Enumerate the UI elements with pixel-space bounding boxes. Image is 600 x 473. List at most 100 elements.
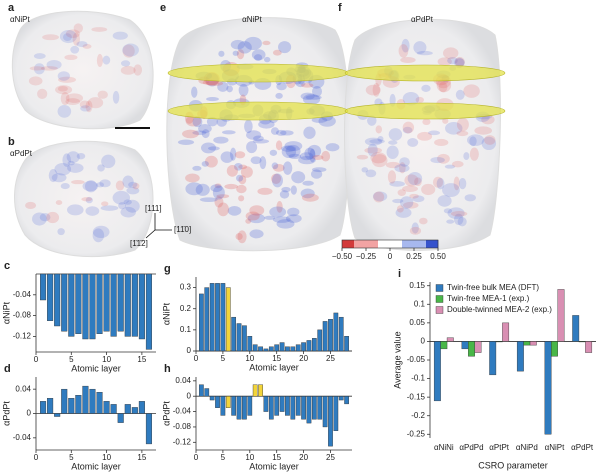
blob <box>92 228 105 243</box>
blob <box>364 137 383 146</box>
blob <box>234 151 246 159</box>
colorbar-cell <box>370 240 375 248</box>
blob <box>311 117 328 123</box>
x-tick-label: αPtPt <box>489 443 510 452</box>
blob <box>305 95 322 100</box>
bar <box>516 341 524 372</box>
bar <box>268 396 274 420</box>
bar <box>61 388 68 414</box>
bar <box>328 396 333 447</box>
blob <box>195 183 210 196</box>
blob <box>271 173 282 184</box>
bar <box>301 396 306 420</box>
blob <box>55 85 73 95</box>
blob <box>258 120 275 129</box>
blob <box>444 164 456 169</box>
colorbar-cell <box>406 240 411 248</box>
bar <box>279 396 285 412</box>
bar <box>263 396 269 412</box>
bar <box>138 401 145 414</box>
panel-letter: d <box>4 363 11 375</box>
colorbar-cell <box>390 240 395 248</box>
blob <box>67 163 84 173</box>
blob <box>467 134 485 146</box>
blob <box>185 173 200 183</box>
bar <box>89 273 96 340</box>
blob <box>132 182 140 190</box>
blob <box>238 164 248 170</box>
blob <box>245 211 260 221</box>
blob <box>280 130 294 136</box>
colorbar-tick-label: −0.25 <box>356 252 377 261</box>
bar <box>110 404 117 414</box>
blob <box>275 140 283 151</box>
blob <box>264 215 276 220</box>
y-axis-label: Average value <box>392 331 402 388</box>
blob <box>399 157 410 167</box>
blob <box>254 54 263 61</box>
blob <box>447 207 465 219</box>
blob <box>325 143 340 152</box>
twin-plane <box>344 102 506 120</box>
blob <box>60 91 70 106</box>
blob <box>398 44 409 58</box>
bar <box>54 273 61 327</box>
particle-b <box>14 140 154 258</box>
direction-label: [1̄1̄2] <box>130 239 148 248</box>
x-axis-label: Atomic layer <box>71 461 121 471</box>
blob <box>92 225 110 239</box>
bar <box>311 338 317 352</box>
blob <box>386 145 399 159</box>
x-axis-label: Atomic layer <box>249 461 299 471</box>
bar <box>285 396 290 416</box>
panel-letter: a <box>8 2 15 14</box>
y-tick-label: 0.1 <box>414 299 426 308</box>
blob <box>84 180 97 193</box>
blob <box>276 82 287 91</box>
bar <box>220 283 226 352</box>
blob <box>387 170 397 184</box>
blob <box>73 23 83 33</box>
colorbar-cell <box>394 240 399 248</box>
blob <box>67 204 84 216</box>
blob <box>285 144 301 158</box>
blob <box>112 31 128 40</box>
blob <box>404 174 419 187</box>
blob <box>251 49 266 61</box>
blob <box>245 218 252 224</box>
bar <box>306 396 312 424</box>
x-tick-label: 0 <box>34 453 39 462</box>
bar <box>247 396 253 416</box>
x-tick-label: 5 <box>69 355 74 364</box>
blob <box>57 228 65 236</box>
blob <box>125 199 140 213</box>
blob <box>272 164 285 172</box>
blob <box>388 140 398 145</box>
blob <box>436 78 452 93</box>
legend-label: Twin-free bulk MEA (DFT) <box>447 283 539 292</box>
y-tick-label: 0 <box>187 391 192 400</box>
blob <box>201 142 216 154</box>
bar <box>231 396 237 416</box>
bar <box>225 396 231 408</box>
blob <box>392 198 404 204</box>
bar <box>75 395 82 414</box>
bar <box>54 413 61 417</box>
y-tick-label: -0.04 <box>13 433 32 442</box>
bar <box>489 341 497 376</box>
blob <box>79 100 90 109</box>
blob <box>100 205 119 211</box>
blob <box>271 162 279 170</box>
blob <box>307 144 322 158</box>
blob <box>62 153 71 167</box>
y-tick-label: -0.12 <box>13 332 32 341</box>
blob <box>414 177 422 187</box>
blob <box>207 146 220 151</box>
colorbar-cell <box>362 240 367 248</box>
bar <box>68 273 75 337</box>
panel-letter: b <box>8 136 15 148</box>
bar <box>247 336 253 352</box>
bar <box>311 396 317 420</box>
x-tick-label: 20 <box>299 453 308 462</box>
